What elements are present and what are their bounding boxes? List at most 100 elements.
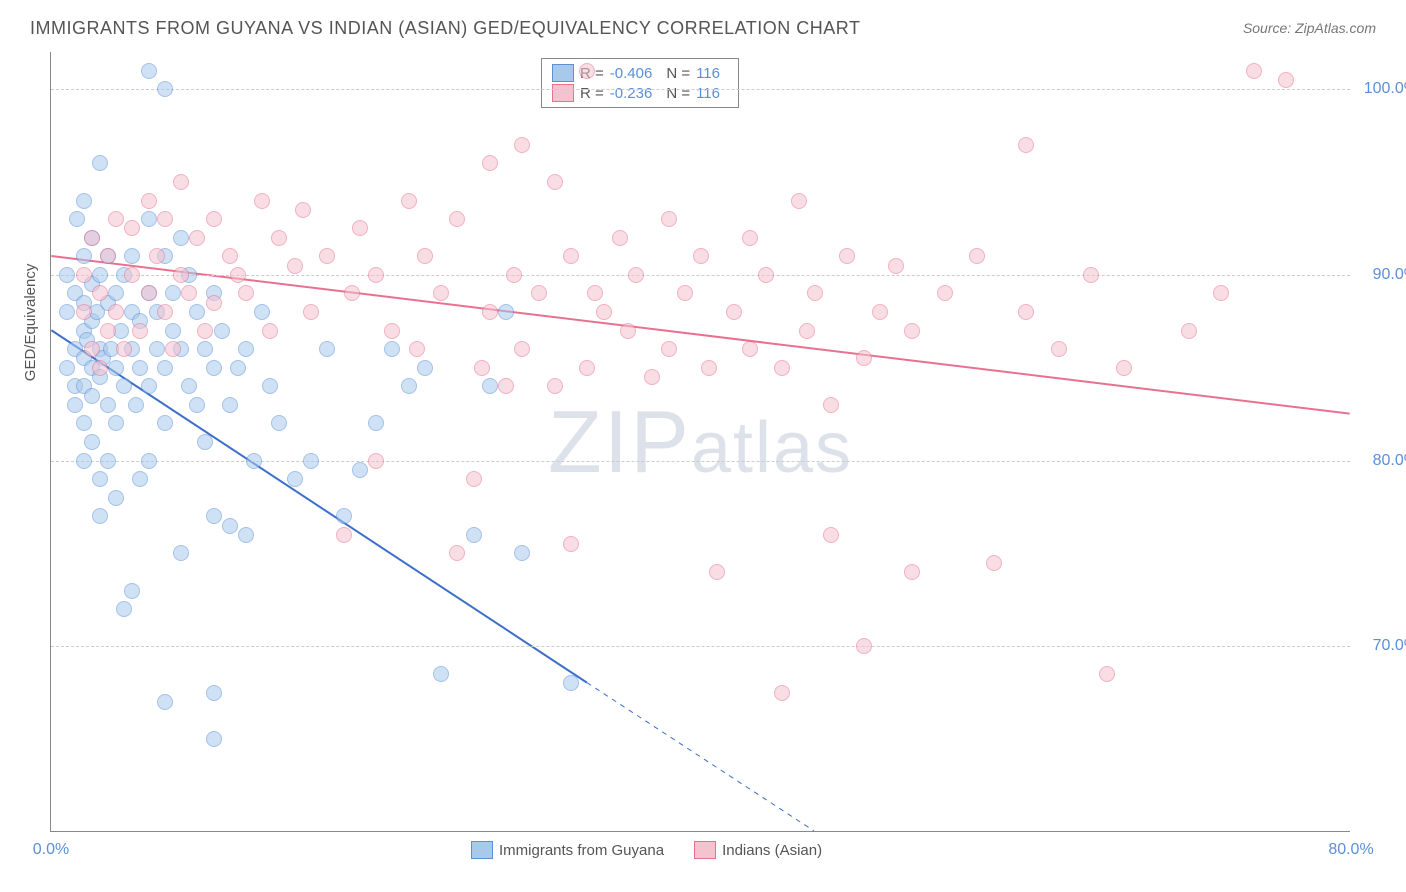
data-point <box>141 285 157 301</box>
data-point <box>157 415 173 431</box>
data-point <box>823 527 839 543</box>
data-point <box>303 453 319 469</box>
data-point <box>482 378 498 394</box>
data-point <box>823 397 839 413</box>
data-point <box>498 304 514 320</box>
data-point <box>1083 267 1099 283</box>
data-point <box>222 248 238 264</box>
data-point <box>149 248 165 264</box>
data-point <box>466 471 482 487</box>
legend-row-guyana: R = -0.406 N = 116 <box>552 63 728 83</box>
data-point <box>644 369 660 385</box>
data-point <box>336 508 352 524</box>
data-point <box>807 285 823 301</box>
legend-row-indians: R = -0.236 N = 116 <box>552 83 728 103</box>
data-point <box>92 471 108 487</box>
data-point <box>661 341 677 357</box>
data-point <box>726 304 742 320</box>
data-point <box>872 304 888 320</box>
chart-title: IMMIGRANTS FROM GUYANA VS INDIAN (ASIAN)… <box>30 18 860 39</box>
legend-swatch-guyana <box>471 841 493 859</box>
data-point <box>108 360 124 376</box>
data-point <box>124 248 140 264</box>
data-point <box>839 248 855 264</box>
data-point <box>157 304 173 320</box>
data-point <box>165 341 181 357</box>
data-point <box>157 360 173 376</box>
data-point <box>547 174 563 190</box>
data-point <box>1018 137 1034 153</box>
data-point <box>157 694 173 710</box>
data-point <box>76 193 92 209</box>
data-point <box>693 248 709 264</box>
data-point <box>514 545 530 561</box>
data-point <box>547 378 563 394</box>
data-point <box>271 415 287 431</box>
legend-swatch-guyana <box>552 64 574 82</box>
watermark: ZIPatlas <box>548 391 853 493</box>
data-point <box>76 304 92 320</box>
data-point <box>287 471 303 487</box>
data-point <box>262 323 278 339</box>
data-point <box>124 267 140 283</box>
data-point <box>368 267 384 283</box>
legend-n-label: N = <box>666 65 690 82</box>
data-point <box>132 471 148 487</box>
data-point <box>173 545 189 561</box>
legend-label-guyana: Immigrants from Guyana <box>499 842 664 859</box>
data-point <box>69 211 85 227</box>
data-point <box>76 453 92 469</box>
data-point <box>206 211 222 227</box>
legend-item-guyana: Immigrants from Guyana <box>471 841 664 859</box>
data-point <box>1213 285 1229 301</box>
data-point <box>141 378 157 394</box>
data-point <box>173 174 189 190</box>
data-point <box>596 304 612 320</box>
data-point <box>141 63 157 79</box>
data-point <box>449 211 465 227</box>
data-point <box>1246 63 1262 79</box>
data-point <box>100 323 116 339</box>
data-point <box>482 304 498 320</box>
data-point <box>141 193 157 209</box>
legend-r-value-guyana: -0.406 <box>610 65 653 82</box>
data-point <box>254 193 270 209</box>
data-point <box>1116 360 1132 376</box>
legend-n-value-indians: 116 <box>696 85 720 102</box>
data-point <box>108 211 124 227</box>
data-point <box>352 462 368 478</box>
data-point <box>116 601 132 617</box>
data-point <box>563 536 579 552</box>
data-point <box>433 285 449 301</box>
data-point <box>482 155 498 171</box>
data-point <box>612 230 628 246</box>
data-point <box>124 583 140 599</box>
data-point <box>108 304 124 320</box>
data-point <box>774 685 790 701</box>
data-point <box>116 378 132 394</box>
data-point <box>84 341 100 357</box>
data-point <box>295 202 311 218</box>
data-point <box>246 453 262 469</box>
data-point <box>124 220 140 236</box>
data-point <box>1181 323 1197 339</box>
legend-label-indians: Indians (Asian) <box>722 842 822 859</box>
data-point <box>1278 72 1294 88</box>
data-point <box>986 555 1002 571</box>
data-point <box>904 564 920 580</box>
data-point <box>1051 341 1067 357</box>
data-point <box>197 434 213 450</box>
data-point <box>1099 666 1115 682</box>
data-point <box>506 267 522 283</box>
data-point <box>76 267 92 283</box>
source-label: Source: ZipAtlas.com <box>1243 20 1376 36</box>
data-point <box>206 508 222 524</box>
legend-r-value-indians: -0.236 <box>610 85 653 102</box>
data-point <box>620 323 636 339</box>
data-point <box>84 230 100 246</box>
data-point <box>579 360 595 376</box>
data-point <box>92 267 108 283</box>
data-point <box>141 453 157 469</box>
data-point <box>189 304 205 320</box>
data-point <box>319 341 335 357</box>
